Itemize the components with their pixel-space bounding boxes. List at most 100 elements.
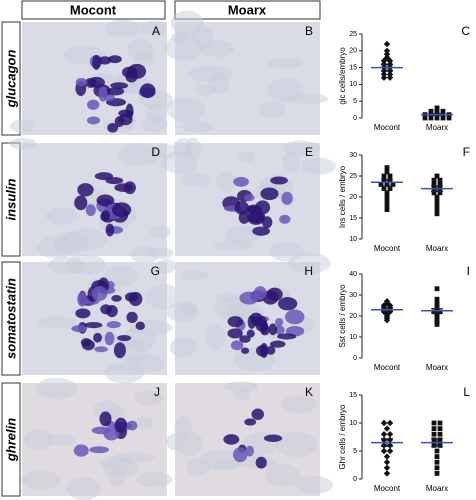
y-tick-label: 10 [349,81,357,88]
cell [277,297,298,311]
y-tick-label: 15 [349,215,357,222]
cell [239,291,259,305]
cell [94,172,114,181]
point [434,194,440,200]
cell [101,210,110,221]
point [380,57,388,65]
cell [279,214,291,224]
texture [149,225,172,239]
point [428,115,434,121]
texture [65,254,106,275]
y-tick-label: 15 [349,392,357,399]
point [422,115,428,121]
point [384,169,390,175]
point [387,186,393,191]
point [383,40,391,48]
cell [261,216,273,229]
texture [106,407,126,419]
cell [80,338,92,347]
panel-letter: C [461,24,470,38]
header-box [21,0,166,20]
row-label: glucagon [3,50,18,109]
row-label: insulin [3,178,18,220]
point [380,74,388,81]
y-tick-label: 30 [349,292,357,299]
texture [200,449,243,471]
point [431,443,437,448]
cell [77,291,88,307]
texture [9,119,35,133]
cell [255,456,267,469]
cell [123,181,136,195]
texture [21,470,62,491]
point [434,322,440,327]
cell [248,211,264,224]
point [386,71,394,78]
row-label-box [1,21,21,136]
cell [93,332,103,343]
point [386,74,394,81]
cell [110,82,129,90]
point [437,426,443,431]
y-tick-label: 25 [349,31,357,38]
point [386,419,394,427]
point [384,207,390,212]
texture [170,10,204,36]
point [434,211,440,217]
cell [250,312,263,324]
cell [74,195,88,211]
texture [174,415,192,440]
point [434,203,440,208]
panel-letter: G [151,264,160,278]
x-tick-label: Moarx [426,484,448,493]
point [384,165,390,170]
cell [86,116,101,125]
panel-letter: F [463,145,470,159]
point [434,286,440,292]
cell [246,204,262,215]
point [380,71,388,78]
y-tick-label: 15 [349,64,357,71]
cell [114,417,128,433]
y-axis-label: Sst cells / embryo [338,284,347,348]
point [383,54,391,61]
texture [145,284,182,310]
y-tick-label: 40 [349,271,357,278]
cell [223,434,240,445]
y-axis-label: Ins cells / embryo [338,165,347,228]
point [383,453,391,460]
cell [124,292,138,302]
point [386,442,394,449]
texture [104,362,145,384]
point [383,317,391,324]
cell [263,434,283,443]
point [434,296,440,302]
point [383,50,391,58]
row-label-box [1,382,21,497]
texture [133,52,154,67]
panel-letter: L [463,385,470,399]
texture [275,431,319,458]
cell [91,426,112,435]
cell [233,176,249,187]
point [437,431,443,437]
cell [256,345,269,357]
point [434,454,440,459]
y-tick-label: 20 [349,313,357,320]
panel-letter: K [305,385,313,399]
y-axis-label: glc cells/embryo [338,47,347,105]
point [380,67,388,75]
texture [264,463,301,488]
point [434,105,440,111]
y-tick-label: 5 [353,98,357,105]
texture [45,433,77,446]
point [434,198,440,204]
row-label: somatostatin [3,278,18,359]
cell [266,345,276,355]
point [381,177,387,183]
point [380,431,388,438]
texture [164,35,204,61]
point [383,425,391,432]
texture [181,120,213,133]
y-tick-label: 10 [349,334,357,341]
